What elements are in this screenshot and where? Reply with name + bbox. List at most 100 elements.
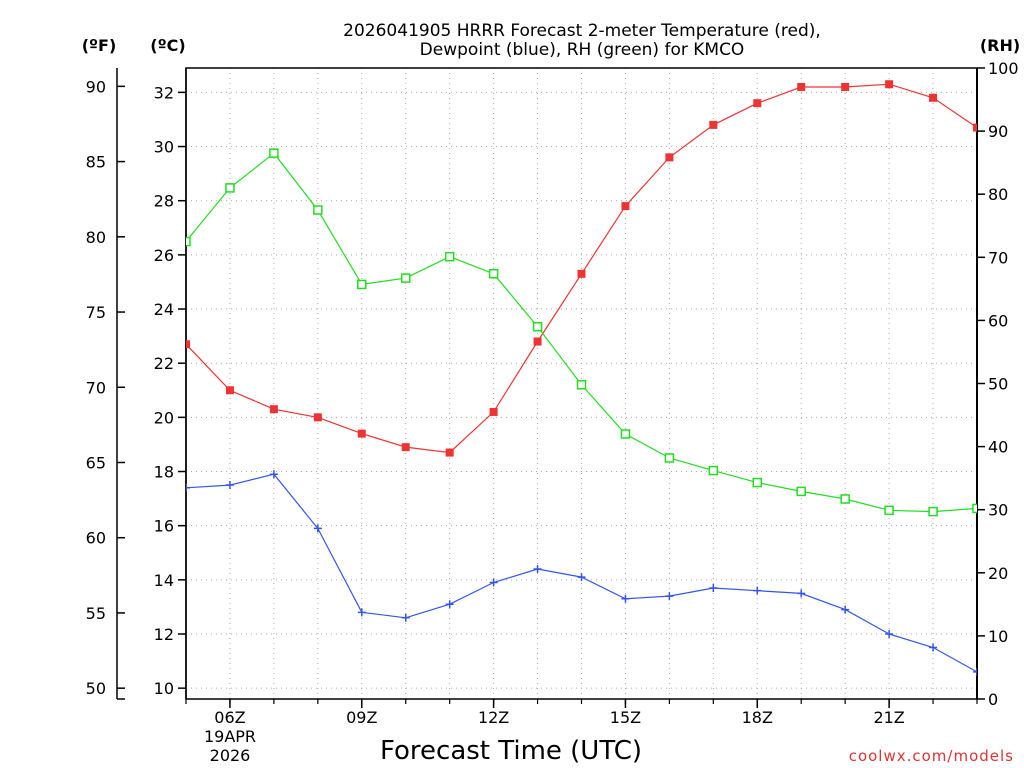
rh-tick-label: 80 <box>988 185 1008 204</box>
fahrenheit-tick-label: 55 <box>86 604 106 623</box>
celsius-tick-label: 18 <box>154 463 174 482</box>
2-meter-temperature-point <box>577 269 586 278</box>
2-meter-temperature-point <box>533 337 542 346</box>
celsius-tick-label: 22 <box>154 354 174 373</box>
relative-humidity-point <box>620 429 631 439</box>
relative-humidity-point <box>225 183 235 193</box>
relative-humidity-point <box>708 465 719 476</box>
fahrenheit-tick-label: 50 <box>86 679 106 698</box>
dewpoint-point <box>621 594 630 603</box>
relative-humidity-point <box>664 453 675 463</box>
relative-humidity-point <box>928 506 938 517</box>
fahrenheit-tick-label: 60 <box>86 529 106 548</box>
date-label-month: 19APR <box>204 727 256 746</box>
fahrenheit-tick-label: 90 <box>86 77 106 96</box>
relative-humidity-point <box>186 236 191 247</box>
2-meter-temperature-point <box>225 386 234 395</box>
rh-tick-label: 50 <box>988 375 1008 394</box>
celsius-tick-label: 12 <box>154 625 174 644</box>
rh-tick-label: 60 <box>988 311 1008 330</box>
relative-humidity-point <box>313 205 323 215</box>
celsius-tick-label: 28 <box>154 192 174 211</box>
relative-humidity-point <box>488 268 499 279</box>
celsius-tick-label: 14 <box>154 571 174 590</box>
2-meter-temperature-point <box>753 99 762 108</box>
chart-title-line2: Dewpoint (blue), RH (green) for KMCO <box>420 40 745 60</box>
x-tick-label: 18Z <box>742 708 773 727</box>
rh-tick-label: 70 <box>988 248 1008 267</box>
dewpoint-point <box>533 565 542 574</box>
2-meter-temperature-point <box>401 443 410 452</box>
dewpoint-point <box>401 613 410 622</box>
2-meter-temperature-point <box>313 413 322 422</box>
chart-title-line1: 2026041905 HRRR Forecast 2-meter Tempera… <box>343 21 821 41</box>
fahrenheit-tick-label: 65 <box>86 453 106 472</box>
fahrenheit-tick-label: 70 <box>86 378 106 397</box>
relative-humidity-point <box>269 148 279 158</box>
dewpoint-point <box>709 583 718 592</box>
dewpoint-point <box>929 643 938 652</box>
rh-tick-label: 30 <box>988 501 1008 520</box>
2-meter-temperature-point <box>665 153 674 162</box>
2-meter-temperature-point <box>841 82 850 91</box>
relative-humidity-point <box>444 251 455 262</box>
dewpoint-point <box>665 592 674 601</box>
date-label-year: 2026 <box>210 746 251 765</box>
2-meter-temperature-point <box>186 340 190 349</box>
2-meter-temperature-point <box>357 429 366 438</box>
relative-humidity-point <box>357 279 367 290</box>
2-meter-temperature-point <box>709 120 718 129</box>
dewpoint-series <box>186 470 977 676</box>
dewpoint-point <box>186 483 190 492</box>
relative-humidity-point <box>752 477 763 488</box>
rh-tick-label: 40 <box>988 438 1008 457</box>
2-meter-temperature-point <box>445 448 454 457</box>
axes-layer: 10 12 14 16 18 20 22 24 26 28 30 32 50 55 60 65 70 75 80 85… <box>86 59 1019 727</box>
x-tick-label: 15Z <box>610 708 641 727</box>
relative-humidity-point <box>840 494 850 504</box>
fahrenheit-tick-label: 85 <box>86 153 106 172</box>
fahrenheit-tick-label: 75 <box>86 303 106 322</box>
celsius-tick-label: 30 <box>154 138 174 157</box>
dewpoint-point <box>797 589 806 598</box>
2-meter-temperature-point <box>489 407 498 416</box>
relative-humidity-line <box>186 152 977 513</box>
relative-humidity-point <box>576 380 587 390</box>
relative-humidity-point <box>884 505 894 516</box>
celsius-tick-label: 10 <box>154 679 174 698</box>
celsius-tick-label: 32 <box>154 83 174 102</box>
celsius-unit-label: (ºC) <box>150 36 185 55</box>
rh-tick-label: 0 <box>988 690 998 709</box>
fahrenheit-unit-label: (ºF) <box>82 36 117 55</box>
2-meter-temperature-point <box>929 93 938 102</box>
rh-tick-label: 100 <box>988 59 1019 78</box>
x-tick-label: 09Z <box>346 708 377 727</box>
2-meter-temperature-point <box>269 405 278 414</box>
celsius-tick-label: 20 <box>154 408 174 427</box>
dewpoint-point <box>357 608 366 617</box>
dewpoint-point <box>577 573 586 582</box>
celsius-tick-label: 16 <box>154 517 174 536</box>
credit-text: coolwx.com/models <box>849 747 1014 765</box>
x-tick-label: 12Z <box>478 708 509 727</box>
celsius-tick-label: 26 <box>154 246 174 265</box>
fahrenheit-tick-label: 80 <box>86 228 106 247</box>
series-layer <box>186 80 977 676</box>
x-tick-label: 21Z <box>873 708 904 727</box>
dewpoint-point <box>885 630 894 639</box>
dewpoint-point <box>225 481 234 490</box>
relative-humidity-point <box>972 503 977 514</box>
rh-unit-label: (RH) <box>980 36 1020 55</box>
dewpoint-point <box>445 600 454 609</box>
2-meter-temperature-series <box>186 80 977 457</box>
dewpoint-point <box>753 586 762 595</box>
dewpoint-point <box>313 524 322 533</box>
rh-tick-label: 90 <box>988 122 1008 141</box>
rh-tick-label: 20 <box>988 564 1008 583</box>
2-meter-temperature-point <box>797 82 806 91</box>
dewpoint-point <box>489 578 498 587</box>
relative-humidity-point <box>532 321 543 332</box>
dewpoint-point <box>269 470 278 479</box>
2-meter-temperature-point <box>973 123 977 132</box>
